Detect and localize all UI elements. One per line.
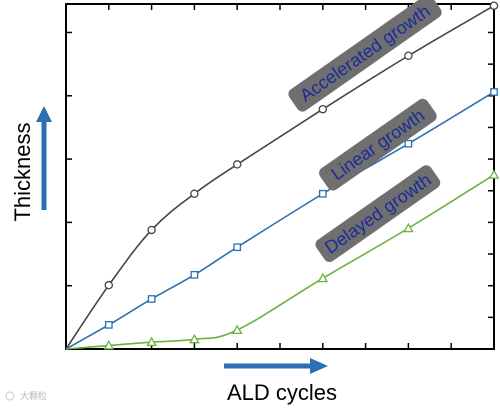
data-point — [189, 333, 200, 344]
data-point — [404, 139, 413, 148]
data-point — [103, 340, 115, 350]
data-point — [403, 222, 414, 233]
data-point — [404, 51, 413, 61]
data-point — [104, 280, 114, 290]
series-banner-0: Accelerated growth — [288, 0, 442, 112]
x-axis-arrow — [224, 358, 328, 374]
banner-label: Linear growth — [327, 105, 428, 184]
watermark-text: 大颗粒 — [20, 390, 47, 402]
data-point — [488, 169, 500, 179]
x-axis-title: ALD cycles — [227, 380, 337, 405]
data-point — [190, 270, 199, 279]
banner-box — [319, 98, 437, 191]
series-markers — [103, 1, 500, 350]
data-point — [104, 320, 113, 329]
data-point — [318, 104, 328, 114]
banner-box — [315, 165, 441, 263]
data-point — [146, 336, 157, 347]
data-point — [190, 189, 199, 198]
data-point — [231, 324, 243, 335]
watermark: 大颗粒 — [5, 390, 47, 402]
data-point — [490, 88, 498, 96]
y-axis-title: Thickness — [10, 122, 35, 221]
y-axis-arrow — [36, 106, 52, 210]
data-point — [318, 189, 327, 198]
banner-box — [288, 0, 442, 112]
x-arrow-head — [310, 358, 328, 374]
series-line-1 — [65, 91, 495, 350]
data-point — [232, 160, 242, 169]
watermark-icon — [5, 391, 15, 401]
y-arrow-head — [36, 106, 52, 122]
data-point — [317, 272, 329, 283]
data-point — [147, 295, 156, 303]
ticks — [66, 4, 494, 349]
data-point — [489, 1, 499, 10]
data-point — [147, 225, 156, 235]
series-line-2 — [65, 174, 495, 350]
data-point — [233, 243, 242, 252]
